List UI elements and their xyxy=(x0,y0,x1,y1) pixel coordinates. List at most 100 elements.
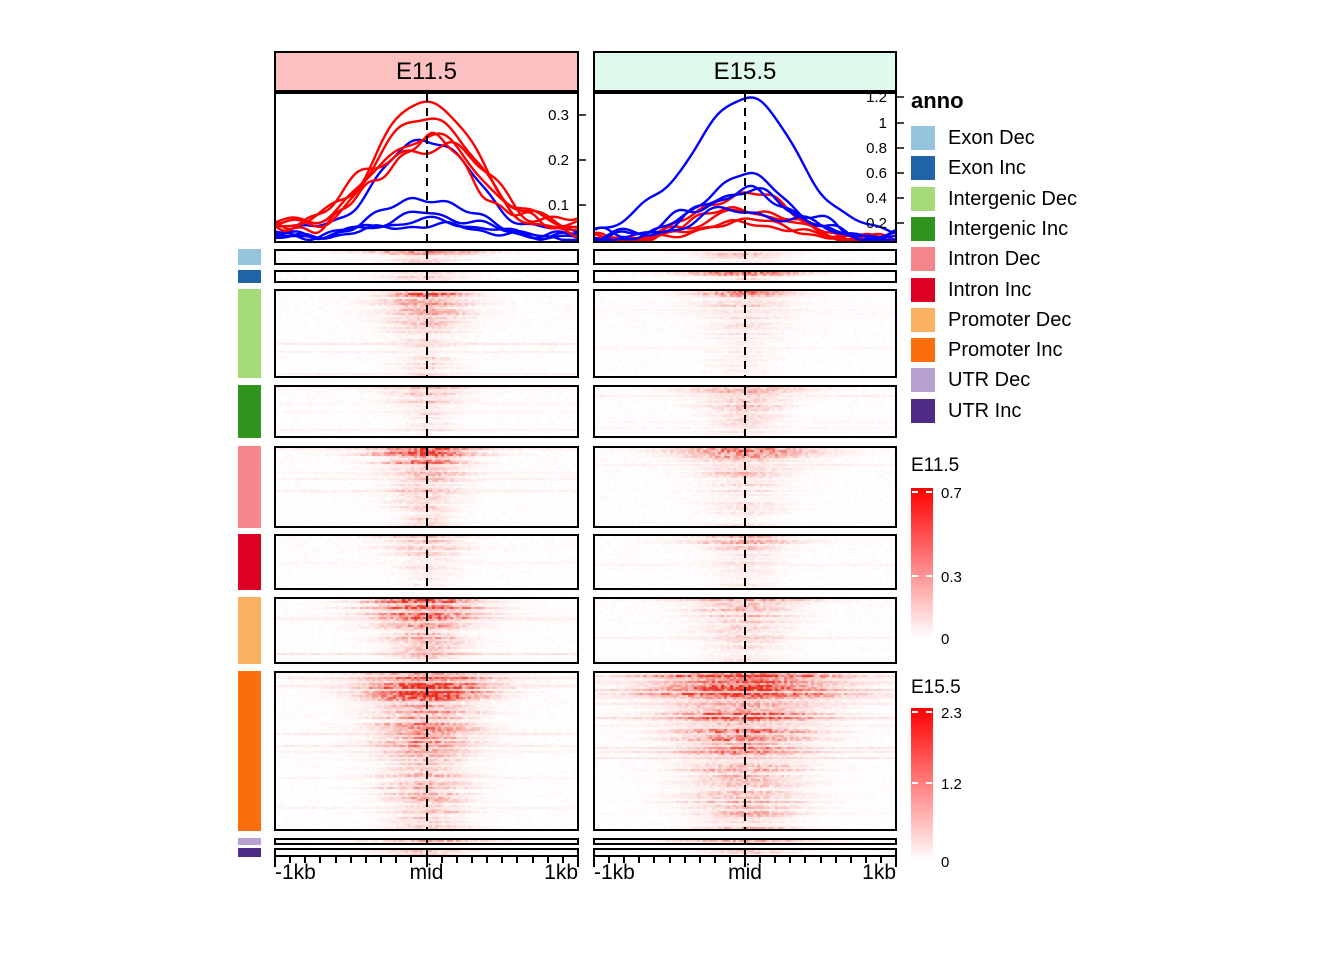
x-axis-tick xyxy=(774,857,776,863)
profile-ytick-mark xyxy=(579,204,586,206)
x-axis-tick xyxy=(729,857,731,863)
x-axis-tick xyxy=(623,857,625,863)
legend-label-utr-inc: UTR Inc xyxy=(948,399,1022,422)
x-axis-tick xyxy=(653,857,655,863)
anno-sidebar-promoter-dec xyxy=(238,597,261,664)
heatmap-block-E15-5-intergenic-inc xyxy=(593,385,897,438)
heatmap-mid-dashed-line xyxy=(744,850,746,855)
legend-swatch-promoter-inc xyxy=(911,338,935,363)
x-axis-tick xyxy=(714,857,716,863)
profile-ytick-mark xyxy=(897,222,904,225)
legend-label-intron-inc: Intron Inc xyxy=(948,278,1032,301)
colorbar-tick-dash xyxy=(912,710,918,713)
heatmap-block-E15-5-promoter-dec xyxy=(593,597,897,664)
profile-ytick-label: 0.2 xyxy=(548,152,569,169)
x-axis-tick xyxy=(350,857,352,863)
heatmap-block-E15-5-utr-inc xyxy=(593,848,897,857)
heatmap-block-E11-5-promoter-dec xyxy=(274,597,579,664)
profile-ytick-label: 0.8 xyxy=(866,139,887,157)
x-axis-tick xyxy=(880,857,882,863)
heatmap-mid-dashed-line xyxy=(744,599,746,662)
anno-sidebar-exon-inc xyxy=(238,270,261,283)
legend-swatch-intergenic-inc xyxy=(911,216,935,241)
profile-ytick-label: 0.6 xyxy=(866,164,887,182)
colorbar-tick-dash xyxy=(912,491,918,494)
legend-swatch-exon-dec xyxy=(911,126,935,150)
heatmap-block-E15-5-intron-dec xyxy=(593,446,897,528)
x-axis-tick xyxy=(289,857,291,863)
profile-ytick-mark xyxy=(897,146,904,149)
heatmap-block-E11-5-intron-dec xyxy=(274,446,579,528)
colorbar-tick-dash xyxy=(926,782,932,785)
colorbar-tick-label: 0 xyxy=(941,854,950,871)
panel-header-e15-5: E15.5 xyxy=(593,51,897,92)
x-axis-tick xyxy=(410,857,412,863)
anno-sidebar-utr-inc xyxy=(238,848,261,857)
legend-label-promoter-inc: Promoter Inc xyxy=(948,339,1063,362)
x-axis-tick xyxy=(759,857,761,863)
x-axis-E15-5 xyxy=(593,857,897,869)
x-axis-label-1kb: 1kb xyxy=(862,861,896,884)
profile-plot-E15-5 xyxy=(593,92,897,243)
x-axis-tick xyxy=(365,857,367,863)
heatmap-block-E11-5-intergenic-inc xyxy=(274,385,579,438)
colorbar-E15-5 xyxy=(911,708,933,861)
x-axis-tick xyxy=(593,857,595,867)
x-axis-tick xyxy=(335,857,337,863)
legend-label-promoter-dec: Promoter Dec xyxy=(948,308,1072,331)
legend-label-intergenic-inc: Intergenic Inc xyxy=(948,217,1069,240)
x-axis-tick xyxy=(456,857,458,863)
heatmap-mid-dashed-line xyxy=(425,251,428,263)
profile-plot-E11-5 xyxy=(274,92,579,243)
anno-sidebar-intron-inc xyxy=(238,534,261,590)
heatmap-mid-dashed-line xyxy=(744,840,746,843)
heatmap-mid-dashed-line xyxy=(744,387,746,436)
legend-swatch-utr-inc xyxy=(911,398,935,423)
panel-header-e15-5-label: E15.5 xyxy=(713,57,777,85)
heatmap-mid-dashed-line xyxy=(425,599,428,662)
x-axis-tick xyxy=(850,857,852,863)
colorbar-tick-dash xyxy=(926,574,932,577)
profile-ytick-label: 0.3 xyxy=(548,107,569,124)
x-axis-tick xyxy=(562,857,564,863)
profile-mid-dashed-line-E11-5 xyxy=(425,94,428,241)
anno-sidebar-exon-dec xyxy=(238,249,261,265)
x-axis-tick xyxy=(835,857,837,863)
profile-ytick-mark xyxy=(897,96,904,99)
heatmap-block-E15-5-intergenic-dec xyxy=(593,289,897,378)
heatmap-mid-dashed-line xyxy=(425,536,428,588)
x-axis-label-minus1kb: -1kb xyxy=(594,861,635,884)
x-axis-E11-5 xyxy=(274,857,579,869)
legend-swatch-exon-inc xyxy=(911,156,935,181)
x-axis-tick xyxy=(895,857,897,867)
profile-ytick-mark xyxy=(897,171,904,174)
profile-ytick-label: 0.2 xyxy=(866,215,887,233)
legend-label-intron-dec: Intron Dec xyxy=(948,248,1041,271)
heatmap-block-E15-5-exon-inc xyxy=(593,270,897,283)
heatmap-block-E15-5-promoter-inc xyxy=(593,671,897,831)
colorbar-tick-dash xyxy=(912,574,918,577)
anno-sidebar-utr-dec xyxy=(238,838,261,845)
legend-swatch-promoter-dec xyxy=(911,307,935,332)
heatmap-mid-dashed-line xyxy=(744,673,746,829)
heatmap-block-E11-5-promoter-inc xyxy=(274,671,579,831)
x-axis-tick xyxy=(426,857,428,867)
profile-ytick-mark xyxy=(897,121,904,124)
profile-ytick-label: 0.4 xyxy=(866,190,887,208)
heatmap-block-E15-5-intron-inc xyxy=(593,534,897,590)
x-axis-tick xyxy=(516,857,518,863)
heatmap-block-E11-5-utr-inc xyxy=(274,848,579,857)
heatmap-mid-dashed-line xyxy=(744,536,746,588)
legend-label-exon-dec: Exon Dec xyxy=(948,127,1035,149)
x-axis-tick xyxy=(486,857,488,863)
heatmap-block-E11-5-utr-dec xyxy=(274,838,579,845)
profile-ytick-label: 1.2 xyxy=(866,89,887,107)
heatmap-mid-dashed-line xyxy=(425,272,428,281)
legend-label-intergenic-dec: Intergenic Dec xyxy=(948,187,1077,210)
legend-swatch-intron-inc xyxy=(911,277,935,302)
legend-label-utr-dec: UTR Dec xyxy=(948,369,1031,392)
colorbar-title-E11-5: E11.5 xyxy=(911,455,960,476)
legend-title: anno xyxy=(911,88,964,113)
anno-sidebar-intergenic-inc xyxy=(238,385,261,438)
